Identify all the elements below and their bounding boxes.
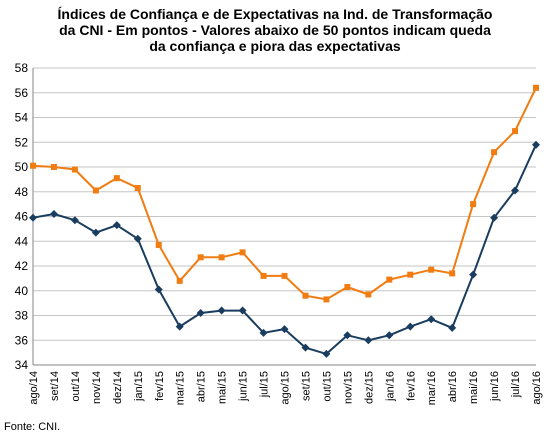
series-2-point — [511, 186, 520, 195]
series-1-point — [491, 149, 498, 156]
axes: 34 36 38 40 42 44 46 48 50 52 54 56 58 ago/14 set/14 ou… — [15, 61, 543, 405]
series-1-point — [281, 272, 288, 279]
y-tick-label: 58 — [15, 61, 29, 75]
x-tick-label: mar/16 — [426, 371, 438, 405]
y-tick-label: 50 — [15, 160, 29, 174]
series-2-point — [259, 328, 268, 337]
series-1-point — [260, 272, 267, 279]
x-tick-label: set/15 — [300, 371, 312, 401]
x-tick-label: mai/16 — [468, 371, 480, 404]
series-1-point — [113, 175, 120, 182]
series-1-point — [239, 249, 246, 256]
gridlines — [33, 67, 536, 366]
y-tick-label: 46 — [15, 210, 29, 224]
series-2-point — [364, 336, 373, 345]
series-1-point — [365, 291, 372, 298]
series-2-point — [70, 216, 79, 225]
x-tick-label: ago/16 — [531, 371, 543, 405]
series-1-point — [386, 276, 393, 283]
series-2-point — [301, 343, 310, 352]
series-1-point — [176, 277, 183, 284]
x-tick-label: jun/15 — [238, 371, 250, 402]
x-tick-label: abr/16 — [447, 371, 459, 402]
chart-title-line-1: Índices de Confiança e de Expectativas n… — [57, 6, 493, 22]
x-tick-label: jul/16 — [510, 371, 522, 398]
x-tick-label: dez/14 — [112, 371, 124, 404]
series-1-point — [323, 296, 330, 303]
series-1-point — [50, 164, 57, 170]
series-1-point — [155, 241, 162, 248]
y-tick-label: 42 — [15, 259, 29, 273]
series-1-line — [32, 86, 537, 301]
series-2-point — [343, 331, 352, 340]
series-1-point — [449, 270, 456, 277]
series-1-point — [134, 185, 141, 192]
series-1-point — [428, 266, 435, 273]
series-2-point — [385, 331, 394, 340]
series-1-point — [302, 292, 309, 299]
chart-title-line-3: da confiança e piora das expectativas — [149, 38, 401, 54]
x-tick-label: out/14 — [70, 371, 82, 402]
series-2-line — [32, 143, 537, 355]
x-tick-label: jul/15 — [259, 371, 271, 398]
x-tick-label: ago/15 — [280, 371, 292, 405]
x-tick-label: ago/14 — [28, 371, 40, 405]
series-1-point — [92, 187, 99, 194]
series-2-point — [154, 285, 163, 294]
series-layer — [29, 84, 540, 358]
x-tick-label: dez/15 — [363, 371, 375, 404]
x-tick-label: nov/14 — [91, 371, 103, 404]
series-1-point — [30, 162, 36, 169]
y-tick-label: 34 — [15, 358, 29, 372]
series-2-point — [238, 306, 247, 315]
x-tick-label: jan/15 — [133, 371, 145, 402]
series-1-point — [407, 271, 414, 278]
series-2-point — [490, 213, 499, 222]
x-tick-label: jun/16 — [489, 371, 501, 402]
source-note: Fonte: CNI. — [4, 421, 61, 433]
series-2-point — [29, 213, 37, 222]
x-tick-label: nov/15 — [342, 371, 354, 404]
series-1-point — [470, 201, 477, 208]
series-2-point — [175, 322, 184, 331]
y-tick-label: 56 — [15, 86, 29, 100]
y-tick-label: 52 — [15, 135, 29, 149]
x-tick-label: mai/15 — [217, 371, 229, 404]
x-tick-label: mar/15 — [175, 371, 187, 405]
series-1-point — [533, 84, 539, 91]
series-2-point — [469, 270, 478, 279]
y-tick-label: 36 — [15, 333, 29, 347]
series-2-point — [322, 349, 331, 358]
y-tick-label: 38 — [15, 309, 29, 323]
chart-title: Índices de Confiança e de Expectativas n… — [0, 6, 550, 54]
y-tick-label: 44 — [15, 234, 29, 248]
y-tick-label: 54 — [15, 111, 29, 125]
x-tick-label: fev/16 — [405, 371, 417, 401]
x-tick-label: jan/16 — [384, 371, 396, 402]
series-2-point — [91, 228, 100, 237]
series-2-point — [217, 306, 226, 315]
series-2-point — [448, 323, 457, 332]
x-tick-label: out/15 — [321, 371, 333, 402]
series-1-point — [71, 166, 78, 173]
series-2-point — [49, 210, 58, 219]
series-2-point — [133, 234, 142, 243]
x-tick-label: set/14 — [49, 371, 61, 401]
series-1-point — [512, 128, 519, 135]
series-2-point — [196, 309, 205, 318]
x-tick-label: fev/15 — [154, 371, 166, 401]
series-2-point — [532, 140, 540, 149]
x-tick-label: abr/15 — [196, 371, 208, 402]
series-2-point — [406, 322, 415, 331]
series-2-point — [280, 325, 289, 334]
series-1-point — [344, 284, 351, 291]
y-tick-label: 48 — [15, 185, 29, 199]
series-2-point — [112, 221, 121, 230]
chart-title-line-2: da CNI - Em pontos - Valores abaixo de 5… — [59, 22, 491, 38]
series-1-point — [218, 254, 225, 261]
series-1-point — [197, 254, 204, 261]
y-tick-label: 40 — [15, 284, 29, 298]
series-2-point — [427, 315, 436, 324]
